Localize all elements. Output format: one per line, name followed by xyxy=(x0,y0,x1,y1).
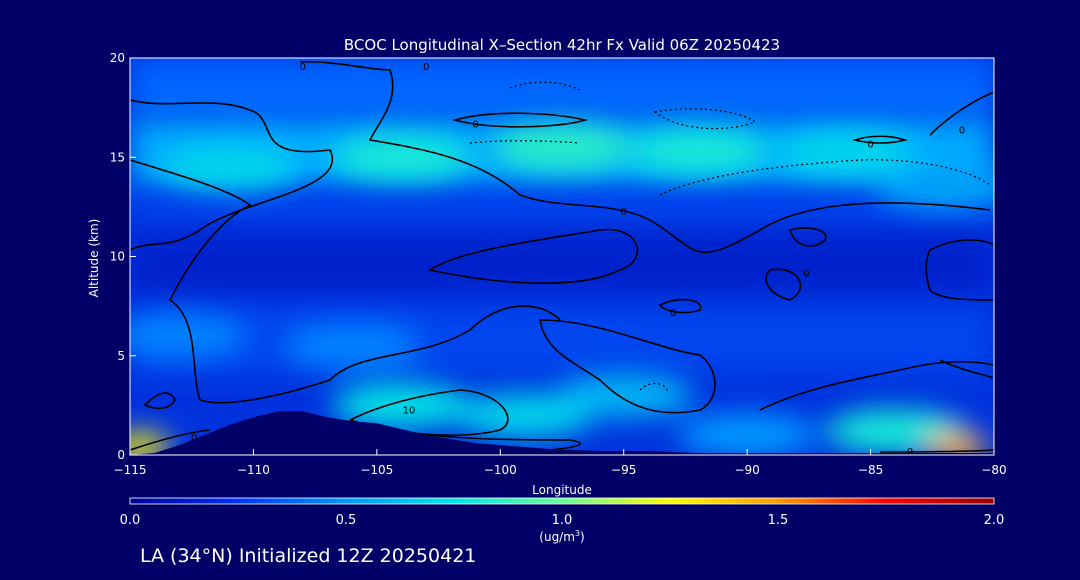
colorbar-unit-text: (ug/m xyxy=(539,530,575,544)
contour-label: 0 xyxy=(191,433,197,444)
y-axis: 0 5 10 15 20 xyxy=(110,51,136,462)
contour-label: 0 xyxy=(803,268,809,279)
concentration-blob xyxy=(926,433,987,455)
chart-title: BCOC Longitudinal X–Section 42hr Fx Vali… xyxy=(344,36,780,54)
colorbar-tick-label: 0.0 xyxy=(120,513,141,528)
x-tick-label: −115 xyxy=(114,463,147,477)
contour-label: 0 xyxy=(423,62,429,73)
contour-line xyxy=(765,268,802,301)
contour-label: 0 xyxy=(621,207,627,218)
contour-line xyxy=(299,60,991,254)
x-tick-label: −105 xyxy=(360,463,393,477)
y-tick-label: 5 xyxy=(117,349,125,363)
concentration-blob xyxy=(553,373,694,418)
contour-line xyxy=(539,319,716,414)
terrain-mask xyxy=(130,411,994,455)
x-axis: −115 −110 −105 −100 −95 −90 −85 −80 xyxy=(114,449,1007,477)
contour-label: 10 xyxy=(403,405,416,416)
contour-line xyxy=(759,360,994,411)
dotted-contour-line xyxy=(509,81,581,91)
mid-band xyxy=(130,190,994,230)
colorbar-unit-close: ) xyxy=(580,530,585,544)
y-tick-label: 20 xyxy=(110,51,125,65)
x-tick-label: −80 xyxy=(981,463,1006,477)
colorbar-ticks: 0.0 0.5 1.0 1.5 2.0 xyxy=(120,513,1005,528)
colorbar-tick-label: 1.0 xyxy=(552,513,573,528)
y-axis-label: Altitude (km) xyxy=(87,219,101,298)
concentration-blob xyxy=(627,129,768,174)
colorbar: 0.0 0.5 1.0 1.5 2.0 (ug/m3) xyxy=(120,497,1005,544)
concentration-blob xyxy=(331,383,472,428)
x-axis-label: Longitude xyxy=(532,483,592,497)
dotted-contour-line xyxy=(469,140,581,144)
x-tick-label: −100 xyxy=(484,463,517,477)
y-tick-label: 10 xyxy=(110,250,125,264)
contour-label: 0 xyxy=(472,120,478,131)
contour-line xyxy=(852,135,908,144)
contour-line xyxy=(130,99,334,251)
dotted-contour-line xyxy=(639,382,669,393)
contour-line xyxy=(879,449,994,453)
colorbar-unit-superscript: 3 xyxy=(575,529,580,538)
contour-labels: 0 0 0 0 0 0 0 0 0 0 10 xyxy=(191,62,965,458)
y-tick-label: 15 xyxy=(110,150,125,164)
contour-lines xyxy=(130,60,994,453)
concentration-features xyxy=(130,125,994,455)
contour-line xyxy=(427,228,639,284)
station-init-label: LA (34°N) Initialized 12Z 20250421 xyxy=(140,545,476,567)
contour-line xyxy=(658,298,702,314)
concentration-blob xyxy=(492,125,632,170)
concentration-blob xyxy=(130,313,250,358)
negative-contour-lines xyxy=(469,81,991,393)
plot-area: 0 0 0 0 0 0 0 0 0 0 10 xyxy=(130,58,994,458)
x-tick-label: −90 xyxy=(734,463,759,477)
colorbar-tick-label: 1.5 xyxy=(768,513,789,528)
contour-line xyxy=(130,159,561,404)
contour-label: 0 xyxy=(907,447,913,458)
contour-label: 0 xyxy=(300,62,306,73)
boundary-band xyxy=(130,300,994,380)
concentration-blob xyxy=(677,413,818,455)
contour-line xyxy=(389,429,582,453)
colorbar-unit-label: (ug/m3) xyxy=(539,529,584,544)
dotted-contour-line xyxy=(659,159,991,196)
contour-line xyxy=(130,429,211,451)
concentration-blob xyxy=(282,323,423,368)
colorbar-gradient xyxy=(129,497,995,505)
colorbar-tick-label: 0.5 xyxy=(336,513,357,528)
dotted-contour-line xyxy=(653,108,757,130)
colorbar-tick-label: 2.0 xyxy=(984,513,1005,528)
x-tick-label: −110 xyxy=(237,463,270,477)
contour-line xyxy=(929,91,994,136)
concentration-blob xyxy=(158,145,299,190)
contour-line xyxy=(925,239,994,301)
contour-label: 0 xyxy=(867,139,873,150)
contour-line xyxy=(789,227,827,247)
contour-line xyxy=(452,112,589,128)
contour-label: 0 xyxy=(670,308,676,319)
x-tick-label: −95 xyxy=(611,463,636,477)
y-tick-label: 0 xyxy=(117,448,125,462)
upper-band xyxy=(130,58,994,118)
concentration-blob xyxy=(331,135,472,180)
x-tick-label: −85 xyxy=(858,463,883,477)
contour-label: 0 xyxy=(959,125,965,136)
contour-line xyxy=(143,392,176,410)
concentration-blob xyxy=(874,165,994,210)
